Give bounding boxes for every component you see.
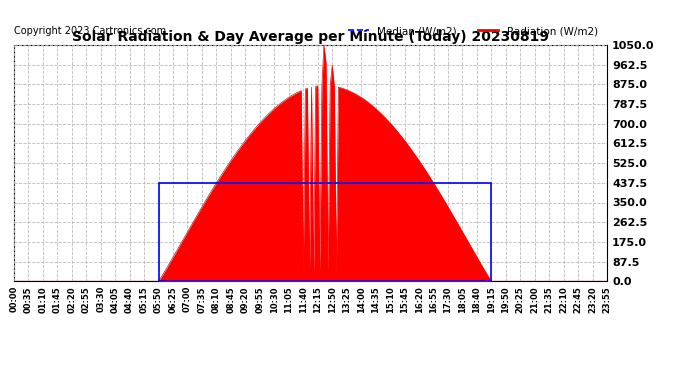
Bar: [159, 183, 491, 281]
Text: Copyright 2023 Cartronics.com: Copyright 2023 Cartronics.com: [14, 26, 166, 36]
Title: Solar Radiation & Day Average per Minute (Today) 20230819: Solar Radiation & Day Average per Minute…: [72, 30, 549, 44]
Legend: Median (W/m2), Radiation (W/m2): Median (W/m2), Radiation (W/m2): [344, 22, 602, 40]
